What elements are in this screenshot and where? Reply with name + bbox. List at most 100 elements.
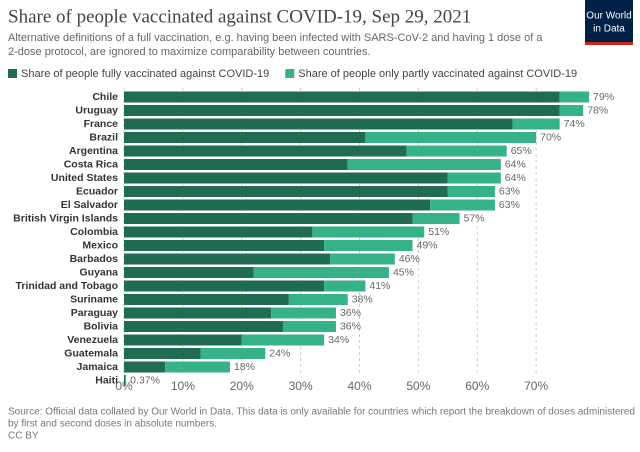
bar-segment — [282, 321, 336, 332]
legend-swatch — [285, 69, 295, 78]
bar-segment — [124, 91, 560, 103]
source: Source: Official data collated by Our Wo… — [8, 407, 635, 418]
bar-segment — [124, 375, 126, 386]
total-label: 79% — [593, 91, 614, 103]
bar-segment — [124, 132, 366, 143]
bar-segment — [165, 361, 230, 373]
source: by first and second doses in absolute nu… — [8, 419, 217, 430]
bar-segment — [124, 334, 242, 346]
x-tick-label: 70% — [524, 379, 548, 393]
total-label: 49% — [416, 239, 437, 251]
total-label: 57% — [464, 212, 485, 224]
subtitle: 2-dose protocol, are ignored to maximize… — [8, 46, 371, 58]
total-label: 63% — [499, 185, 520, 197]
total-label: 46% — [399, 253, 420, 265]
bar-segment — [124, 199, 431, 211]
bar-segment — [324, 240, 413, 251]
bar-segment — [124, 145, 407, 157]
total-label: 0.37% — [130, 374, 160, 386]
total-label: 63% — [499, 199, 520, 211]
bar-segment — [430, 199, 495, 211]
bar-segment — [447, 172, 501, 184]
bar-segment — [124, 105, 560, 116]
total-label: 34% — [328, 334, 349, 346]
bar-segment — [559, 105, 584, 116]
bar-segment — [124, 253, 331, 265]
bar-segment — [124, 280, 325, 292]
total-label: 51% — [428, 226, 449, 238]
y-tick-label: Uruguay — [75, 104, 118, 116]
bar-segment — [124, 307, 272, 319]
total-label: 65% — [511, 145, 532, 157]
legend-label: Share of people fully vaccinated against… — [21, 68, 269, 80]
bar-segment — [406, 145, 507, 157]
bar-segment — [447, 186, 495, 197]
total-label: 36% — [340, 307, 361, 319]
y-tick-label: British Virgin Islands — [13, 212, 118, 224]
y-tick-label: Chile — [92, 91, 118, 103]
bar-segment — [124, 267, 254, 278]
total-label: 36% — [340, 320, 361, 332]
total-label: 45% — [393, 266, 414, 278]
y-tick-label: Mexico — [82, 239, 118, 251]
chart-title: Share of people vaccinated against COVID… — [8, 6, 471, 27]
bar-segment — [412, 213, 460, 224]
source: CC BY — [8, 431, 39, 442]
bar-segment — [271, 307, 336, 319]
legend-swatch — [8, 69, 17, 78]
bar-segment — [124, 294, 289, 305]
x-tick-label: 20% — [230, 379, 254, 393]
y-tick-label: France — [84, 118, 119, 130]
y-tick-label: Venezuela — [67, 334, 118, 346]
logo-text: in Data — [593, 24, 625, 35]
total-label: 24% — [269, 347, 290, 359]
y-tick-label: Guyana — [79, 266, 118, 278]
bar-segment — [124, 172, 448, 184]
bar-segment — [241, 334, 325, 346]
y-tick-label: Paraguay — [71, 307, 118, 319]
bar-segment — [347, 159, 501, 170]
total-label: 70% — [540, 131, 561, 143]
bar-segment — [124, 159, 348, 170]
y-tick-label: Costa Rica — [64, 158, 118, 170]
bar-segment — [124, 361, 166, 373]
y-tick-label: Bolivia — [84, 320, 119, 332]
total-label: 38% — [352, 293, 373, 305]
bar-segment — [288, 294, 348, 305]
y-tick-label: Colombia — [70, 226, 118, 238]
y-tick-label: El Salvador — [61, 199, 118, 211]
y-tick-label: Guatemala — [64, 347, 118, 359]
bar-segment — [559, 91, 590, 103]
bar-segment — [124, 321, 283, 332]
bar-segment — [312, 226, 425, 238]
bar-segment — [365, 132, 537, 143]
bar-segment — [124, 348, 201, 359]
x-tick-label: 60% — [465, 379, 489, 393]
total-label: 64% — [505, 172, 526, 184]
bar-segment — [125, 375, 127, 386]
x-tick-label: 50% — [406, 379, 430, 393]
x-tick-label: 10% — [171, 379, 195, 393]
y-tick-label: United States — [51, 172, 118, 184]
bar-segment — [124, 213, 413, 224]
legend-label: Share of people only partly vaccinated a… — [298, 68, 577, 80]
x-tick-label: 40% — [347, 379, 371, 393]
bar-segment — [330, 253, 395, 265]
y-tick-label: Suriname — [70, 293, 118, 305]
bar-segment — [253, 267, 389, 278]
y-tick-label: Argentina — [69, 145, 118, 157]
bar-segment — [324, 280, 366, 292]
bar-segment — [200, 348, 266, 359]
x-tick-label: 30% — [289, 379, 313, 393]
bar-segment — [124, 226, 313, 238]
bar-segment — [124, 118, 513, 130]
y-tick-label: Barbados — [70, 253, 119, 265]
y-tick-label: Ecuador — [76, 185, 118, 197]
logo-box — [585, 0, 633, 44]
bar-segment — [512, 118, 560, 130]
subtitle: Alternative definitions of a full vaccin… — [8, 32, 543, 44]
bar-segment — [124, 240, 325, 251]
total-label: 64% — [505, 158, 526, 170]
y-tick-label: Brazil — [89, 131, 118, 143]
bar-segment — [124, 186, 448, 197]
